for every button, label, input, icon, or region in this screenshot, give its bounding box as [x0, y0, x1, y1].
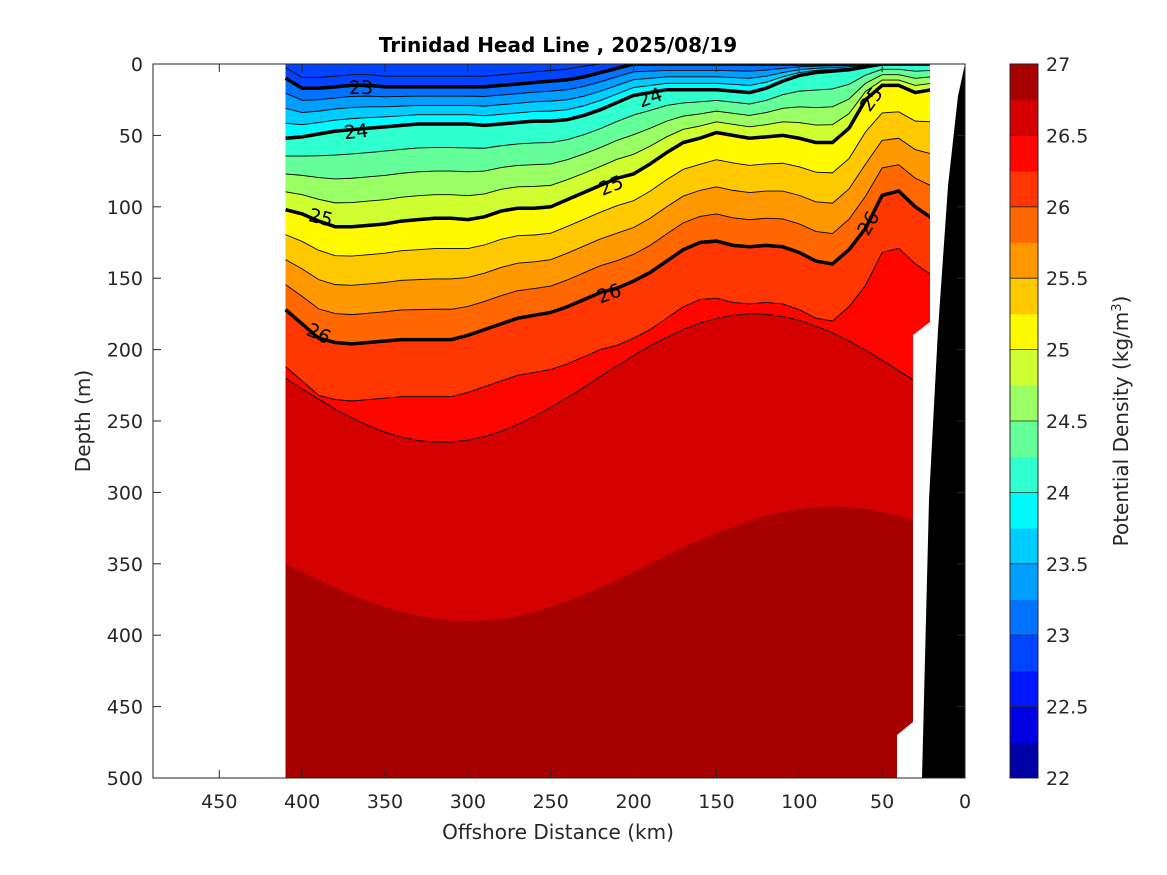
y-tick-label: 0: [131, 54, 143, 76]
x-axis-label: Offshore Distance (km): [442, 820, 674, 844]
colorbar-tick-label: 25.5: [1046, 268, 1088, 290]
density-bands: [285, 64, 962, 778]
x-tick-label: 0: [959, 791, 971, 813]
y-tick-label: 500: [107, 768, 143, 790]
colorbar-tick-label: 23.5: [1046, 554, 1088, 576]
colorbar-tick-label: 27: [1046, 54, 1070, 76]
minor-isopycnal: [285, 64, 932, 101]
colorbar-segment: [1010, 706, 1038, 743]
x-tick-label: 50: [870, 791, 894, 813]
contour-label: 24: [343, 120, 369, 144]
y-tick-label: 350: [107, 554, 143, 576]
minor-isopycnal: [285, 64, 932, 79]
colorbar-segment: [1010, 456, 1038, 493]
y-tick-label: 250: [107, 411, 143, 433]
x-tick-label: 100: [781, 791, 817, 813]
colorbar-tick-label: 22: [1046, 768, 1070, 790]
major-isopycnal: [284, 64, 932, 91]
minor-isopycnal: [285, 164, 933, 316]
x-tick-label: 200: [615, 791, 651, 813]
y-tick-label: 200: [107, 340, 143, 362]
y-axis-label: Depth (m): [71, 370, 95, 472]
y-axis: 0 50 100 150 200 250 300 350 400 450 500: [107, 54, 965, 790]
colorbar-segment: [1010, 64, 1038, 101]
colorbar-segment: [1010, 313, 1038, 351]
major-isopycnal: [285, 83, 933, 229]
minor-isopycnals: [285, 64, 933, 443]
major-isopycnal: [284, 189, 933, 346]
colorbar-segment: [1010, 242, 1038, 279]
y-tick-label: 100: [107, 197, 143, 219]
colorbar: 22 22.5 23 23.5 24 24.5 25 25.5 26 26.5 27 Potenti…: [1009, 54, 1133, 790]
colorbar-segment: [1010, 635, 1038, 672]
x-tick-label: 300: [450, 791, 486, 813]
chart-title: Trinidad Head Line , 2025/08/19: [379, 33, 737, 57]
colorbar-segment: [1010, 171, 1038, 208]
y-tick-label: 400: [107, 625, 143, 647]
colorbar-tick-label: 24.5: [1046, 411, 1088, 433]
colorbar-segment: [1010, 99, 1038, 136]
density-band: [285, 506, 962, 778]
major-isopycnals: [284, 64, 933, 346]
minor-isopycnal: [285, 137, 932, 286]
x-tick-label: 400: [284, 791, 320, 813]
x-tick-label: 450: [201, 791, 237, 813]
colorbar-segment: [1010, 492, 1038, 529]
minor-isopycnal: [285, 247, 933, 402]
colorbar-tick-label: 22.5: [1046, 697, 1088, 719]
y-tick-label: 50: [119, 125, 143, 147]
x-tick-label: 350: [367, 791, 403, 813]
colorbar-tick-label: 24: [1046, 482, 1070, 504]
contour-label: 23: [349, 77, 373, 99]
minor-isopycnal: [285, 79, 932, 204]
minor-isopycnal: [285, 64, 932, 126]
x-tick-label: 250: [533, 791, 569, 813]
colorbar-segment: [1010, 421, 1038, 458]
isopycnal-labels: 23 24 24 25 25 25 26 26 26: [303, 77, 888, 349]
colorbar-segment: [1010, 349, 1038, 386]
colorbar-segment: [1010, 599, 1038, 636]
minor-isopycnal: [285, 313, 933, 443]
minor-isopycnal: [285, 64, 932, 114]
colorbar-segment: [1010, 385, 1038, 422]
colorbar-segment: [1010, 563, 1038, 600]
minor-isopycnal: [285, 111, 932, 257]
colorbar-tick-label: 26.5: [1046, 125, 1088, 147]
contour-plot-area: 23 24 24 25 25 25 26 26 26: [284, 64, 965, 778]
bathymetry: [922, 64, 965, 778]
colorbar-segment: [1010, 528, 1038, 565]
x-axis: 450 400 350 300 250 200 150 100 50 0: [201, 64, 971, 813]
major-isopycnal: [285, 64, 932, 140]
colorbar-segment: [1010, 670, 1038, 708]
colorbar-segment: [1010, 278, 1038, 315]
colorbar-tick-label: 23: [1046, 625, 1070, 647]
y-tick-label: 450: [107, 697, 143, 719]
minor-isopycnal: [285, 68, 932, 157]
colorbar-segment: [1010, 742, 1038, 779]
colorbar-tick-label: 26: [1046, 197, 1070, 219]
y-tick-label: 150: [107, 268, 143, 290]
colorbar-label: Potential Density (kg/m3): [1109, 296, 1133, 547]
colorbar-tick-label: 25: [1046, 340, 1070, 362]
minor-isopycnal: [285, 74, 932, 180]
x-tick-label: 150: [698, 791, 734, 813]
y-tick-label: 300: [107, 482, 143, 504]
colorbar-segment: [1010, 206, 1038, 243]
colorbar-segment: [1010, 135, 1038, 172]
